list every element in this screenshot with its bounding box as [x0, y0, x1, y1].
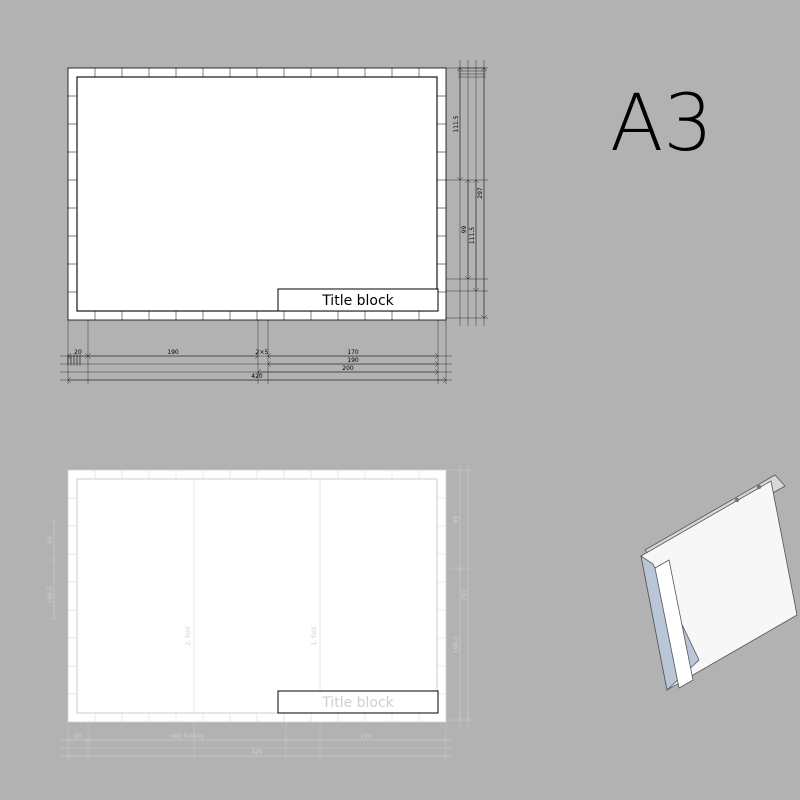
svg-text:420: 420	[251, 749, 263, 756]
fold-label: 2. fold	[185, 626, 192, 645]
svg-text:170: 170	[347, 349, 359, 356]
svg-text:190: 190	[167, 349, 179, 356]
svg-text:99: 99	[47, 536, 54, 544]
svg-text:200: 200	[342, 365, 354, 372]
page-size-label: A3	[610, 79, 713, 169]
a3-frame-drawing: Title block	[68, 68, 446, 320]
svg-text:111.5: 111.5	[469, 227, 476, 244]
svg-text:297: 297	[477, 187, 484, 199]
svg-text:20: 20	[74, 349, 82, 356]
svg-text:420: 420	[251, 373, 263, 380]
svg-text:190: 190	[347, 357, 359, 364]
svg-text:111.5: 111.5	[453, 115, 460, 132]
svg-text:2×5: 2×5	[256, 349, 269, 356]
a3-fold-drawing: 2. fold 1. fold Title block	[68, 470, 446, 722]
top-drawing-horizontal-dimensions: 201902×5170190200420	[60, 320, 452, 384]
svg-text:99: 99	[461, 226, 468, 234]
svg-text:190: 190	[360, 733, 372, 740]
svg-text:99: 99	[453, 516, 460, 524]
svg-text:rest folding: rest folding	[170, 733, 204, 740]
title-block-label-faded: Title block	[321, 695, 394, 711]
fold-label: 1. fold	[311, 626, 318, 645]
top-drawing-vertical-dimensions: 111.599297111.5	[446, 60, 488, 326]
svg-text:198.5: 198.5	[453, 636, 460, 653]
bottom-drawing-horizontal-dimensions: 20 rest folding 190 420	[60, 722, 452, 760]
isometric-folded-sheet	[641, 475, 797, 690]
title-block-label: Title block	[321, 293, 394, 309]
svg-text:198.5: 198.5	[47, 586, 54, 603]
svg-text:20: 20	[74, 733, 82, 740]
svg-text:297: 297	[461, 589, 468, 601]
